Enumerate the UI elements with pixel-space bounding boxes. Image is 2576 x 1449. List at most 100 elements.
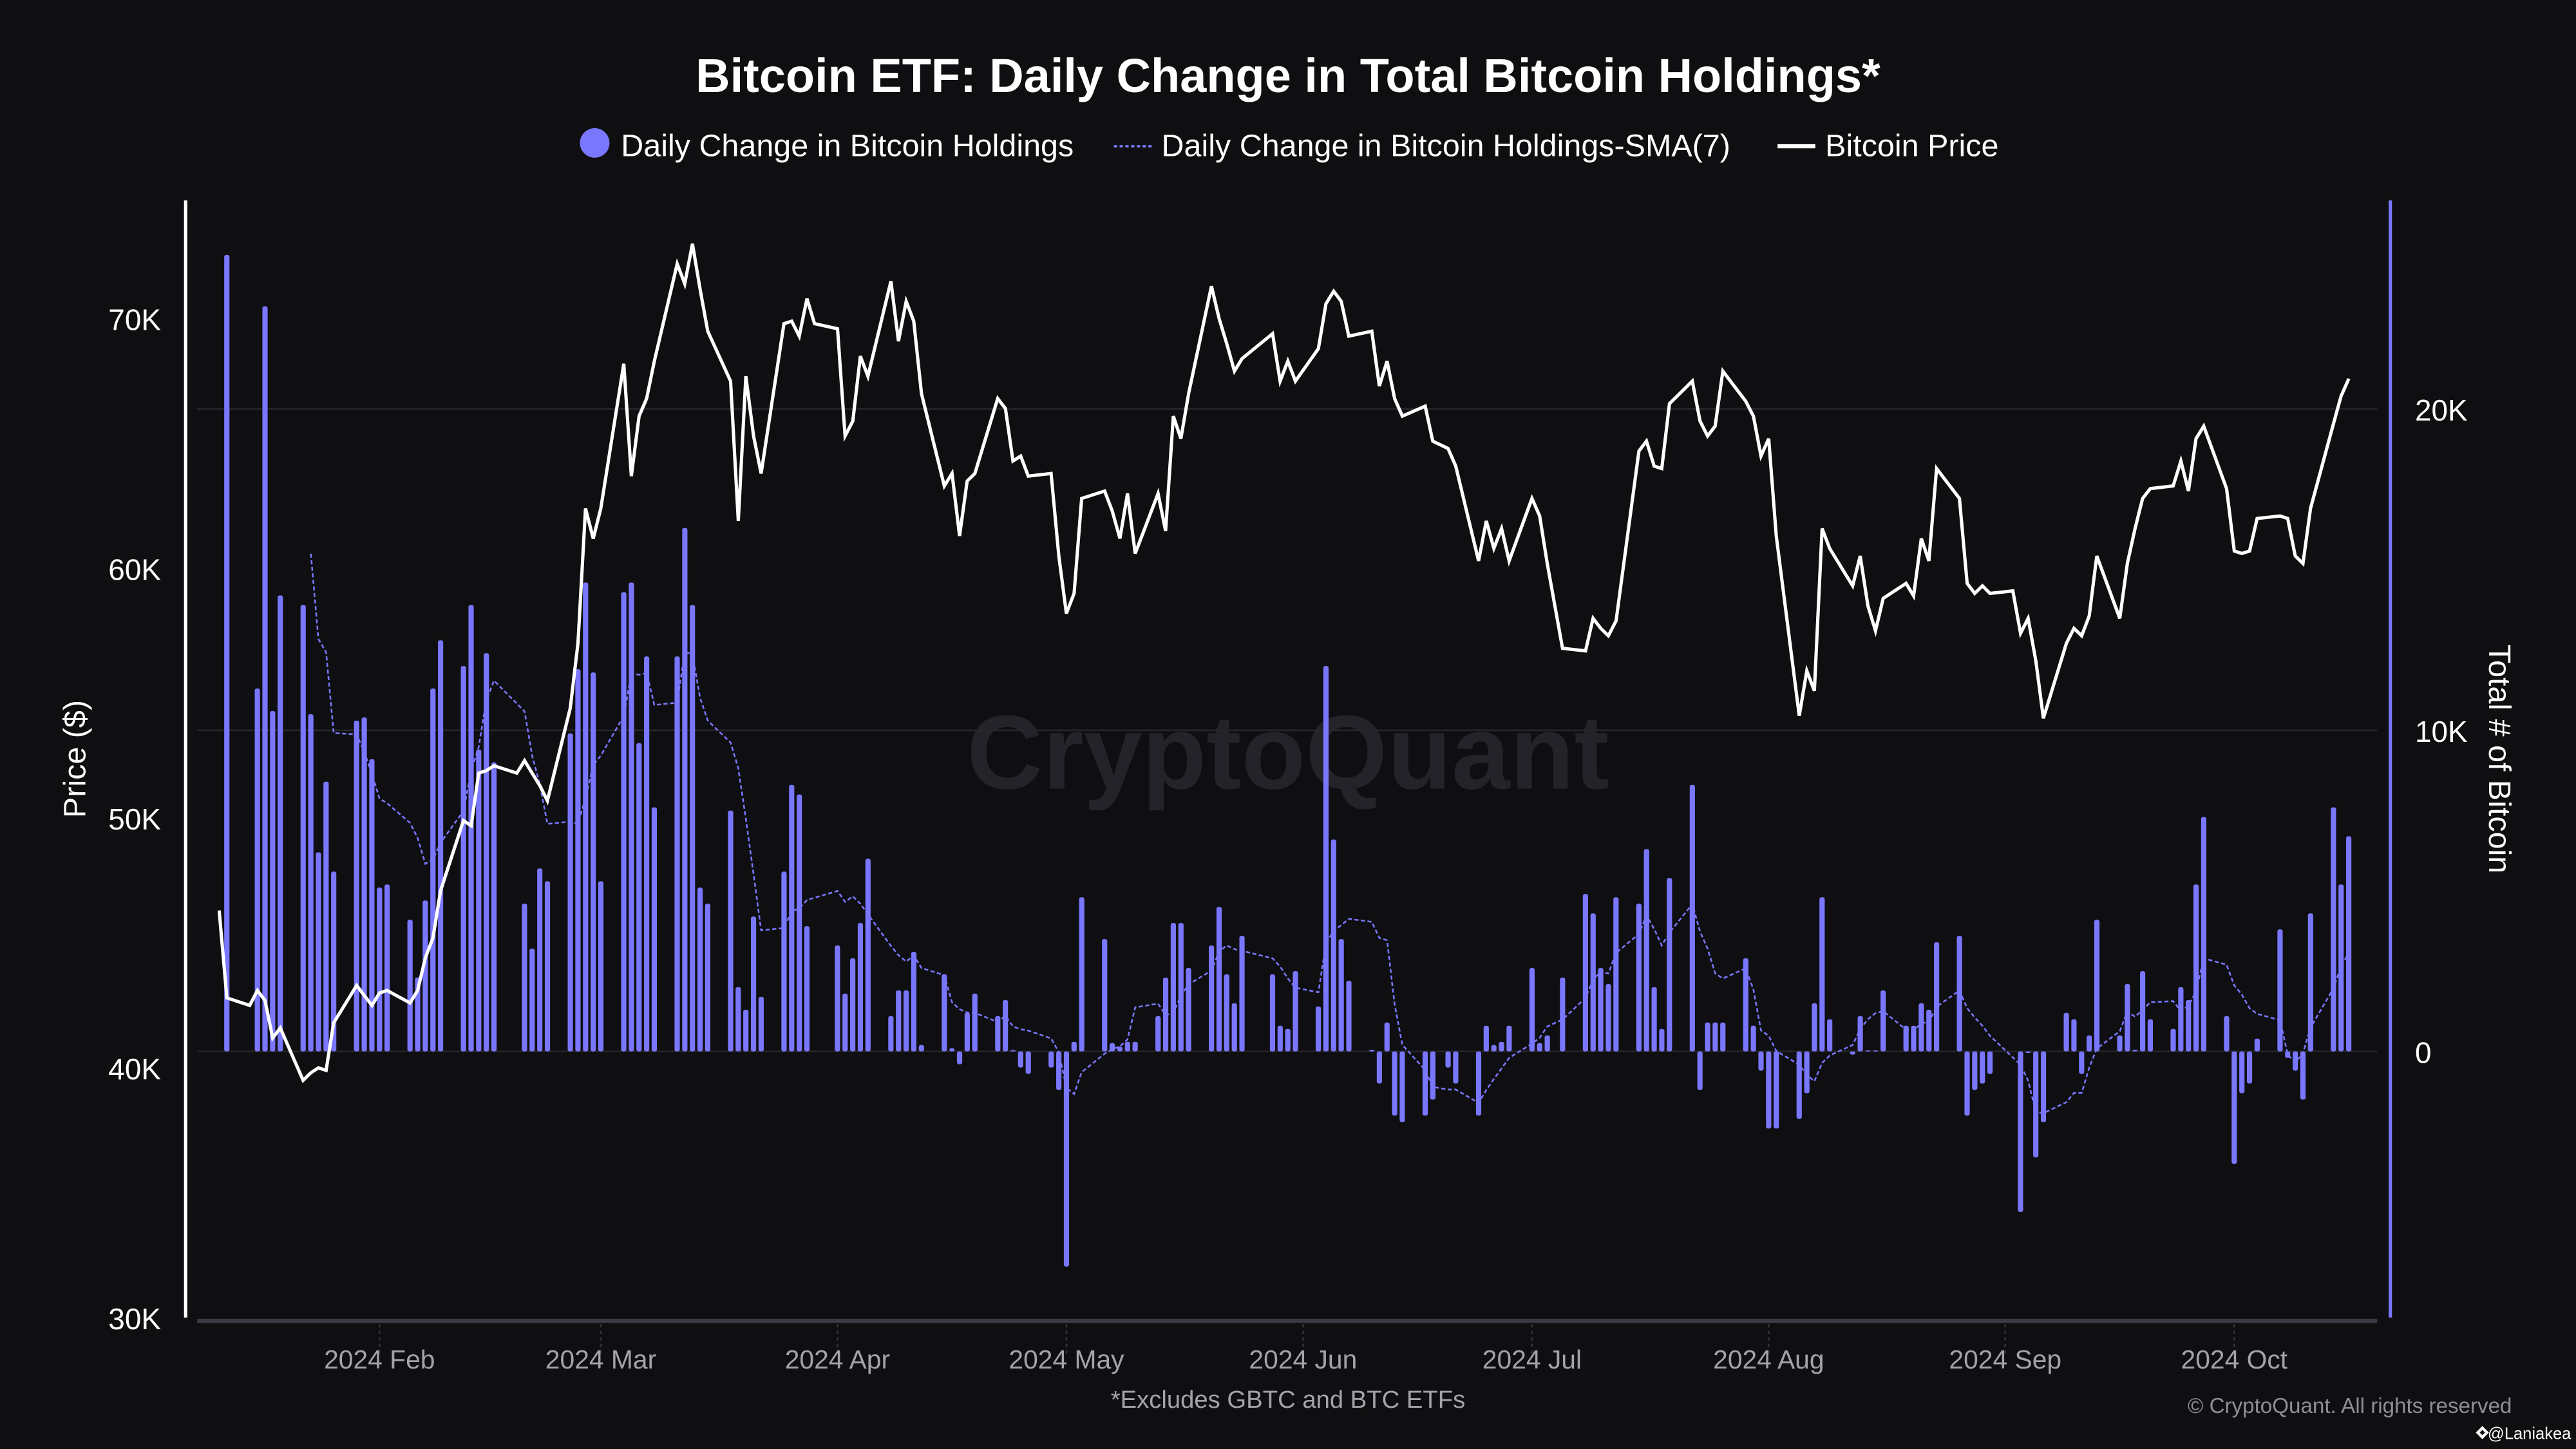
legend-item-holdings[interactable]: Daily Change in Bitcoin Holdings [580, 128, 1074, 163]
holdings-bar [1827, 1019, 1833, 1052]
holdings-bar [278, 595, 283, 1052]
holdings-bar [1102, 939, 1108, 1052]
holdings-bar [1926, 1009, 1932, 1052]
holdings-bar [1918, 1003, 1924, 1052]
holdings-bar [690, 605, 696, 1052]
holdings-bar [1873, 1050, 1879, 1052]
x-tick-label: 2024 Mar [545, 1345, 656, 1374]
holdings-bar [1934, 942, 1940, 1052]
holdings-bar [911, 952, 917, 1052]
holdings-bar [789, 784, 795, 1052]
left-y-ticks: 30K 40K 50K 60K 70K [108, 303, 161, 1336]
holdings-bar [438, 640, 444, 1052]
holdings-bar [1865, 1050, 1871, 1052]
right-y-ticks: 0 10K 20K [2415, 393, 2468, 1069]
x-tick-label: 2024 Apr [785, 1345, 890, 1374]
holdings-bar [1117, 1046, 1123, 1052]
holdings-bar [1018, 1051, 1023, 1068]
left-axis-title: Price ($) [58, 700, 93, 818]
holdings-bar [369, 759, 375, 1052]
x-tick-label: 2024 May [1009, 1345, 1124, 1374]
holdings-bar [1598, 967, 1604, 1052]
holdings-bar [2025, 1051, 2031, 1054]
holdings-bar [705, 904, 711, 1052]
left-y-tick-label: 60K [108, 553, 161, 587]
holdings-bar [407, 920, 413, 1052]
legend: Daily Change in Bitcoin Holdings Daily C… [580, 128, 1998, 163]
left-y-tick-label: 30K [108, 1302, 161, 1336]
holdings-bar [2170, 1028, 2176, 1052]
holdings-bar [835, 945, 840, 1052]
holdings-bar [361, 717, 367, 1052]
x-tick-label: 2024 Oct [2181, 1345, 2288, 1374]
holdings-bar [972, 993, 978, 1052]
right-y-tick-label: 20K [2415, 393, 2468, 427]
holdings-bar [2224, 1016, 2230, 1052]
holdings-bar [537, 868, 543, 1052]
holdings-bar [896, 990, 902, 1052]
holdings-bar [1224, 974, 1229, 1052]
holdings-bar [857, 923, 864, 1052]
holdings-bar [2079, 1051, 2085, 1074]
holdings-bar [484, 653, 489, 1052]
left-y-tick-label: 70K [108, 303, 161, 337]
holdings-bar [491, 762, 497, 1052]
holdings-bar [2331, 807, 2336, 1052]
holdings-bar [2186, 999, 2192, 1052]
holdings-bar [1216, 907, 1222, 1052]
author-handle: @Laniakea [2488, 1425, 2571, 1443]
holdings-bar [2201, 817, 2207, 1052]
holdings-bar [2246, 1051, 2253, 1084]
holdings-bar [1980, 1051, 1985, 1084]
holdings-bar [1346, 980, 1352, 1052]
legend-item-sma[interactable]: Daily Change in Bitcoin Holdings-SMA(7) [1113, 128, 1730, 163]
holdings-bar [750, 916, 757, 1052]
legend-item-price[interactable]: Bitcoin Price [1777, 128, 1998, 163]
holdings-bar [644, 656, 650, 1052]
holdings-bar [1804, 1051, 1810, 1094]
holdings-bar [476, 749, 482, 1052]
holdings-bar [1453, 1051, 1459, 1084]
legend-label: Bitcoin Price [1825, 128, 1998, 163]
right-y-tick-label: 0 [2415, 1036, 2432, 1070]
holdings-bar [2254, 1038, 2260, 1052]
holdings-bar [1544, 1035, 1550, 1052]
holdings-bar [2178, 987, 2184, 1052]
copyright: © CryptoQuant. All rights reserved [2188, 1394, 2512, 1418]
holdings-bar [2293, 1051, 2298, 1071]
holdings-bar [1537, 1043, 1542, 1052]
holdings-bar [1132, 1041, 1138, 1052]
holdings-bar [567, 733, 573, 1052]
legend-label: Daily Change in Bitcoin Holdings-SMA(7) [1162, 128, 1730, 163]
holdings-bar [2087, 1035, 2092, 1052]
holdings-bar [1178, 923, 1184, 1052]
holdings-bar [1048, 1051, 1054, 1068]
x-ticks: 2024 Feb 2024 Mar 2024 Apr 2024 May 2024 Jun… [324, 1324, 2288, 1374]
holdings-bar [1750, 1025, 1756, 1052]
holdings-bar [2132, 1050, 2138, 1052]
holdings-bar [415, 977, 421, 1052]
holdings-bar [2147, 1019, 2154, 1052]
holdings-bar [2040, 1051, 2047, 1122]
holdings-bar [1636, 904, 1642, 1052]
holdings-bar [743, 1009, 749, 1052]
holdings-bar [1582, 894, 1588, 1052]
holdings-bar [2125, 983, 2130, 1052]
holdings-bar [323, 781, 329, 1052]
holdings-bar [377, 887, 383, 1052]
holdings-bar [468, 605, 474, 1052]
holdings-bar [422, 900, 428, 1052]
holdings-bar [1338, 939, 1344, 1052]
x-tick-label: 2024 Jun [1249, 1345, 1357, 1374]
holdings-bar [964, 1012, 970, 1052]
holdings-bar [2193, 884, 2199, 1052]
holdings-bar [781, 871, 787, 1052]
watermark: CryptoQuant [967, 693, 1609, 811]
holdings-bar [544, 881, 551, 1052]
holdings-bar [1880, 990, 1886, 1052]
holdings-bar [1796, 1051, 1802, 1119]
holdings-bar [735, 987, 741, 1052]
holdings-bar [1430, 1051, 1435, 1100]
holdings-bar [1697, 1051, 1703, 1090]
